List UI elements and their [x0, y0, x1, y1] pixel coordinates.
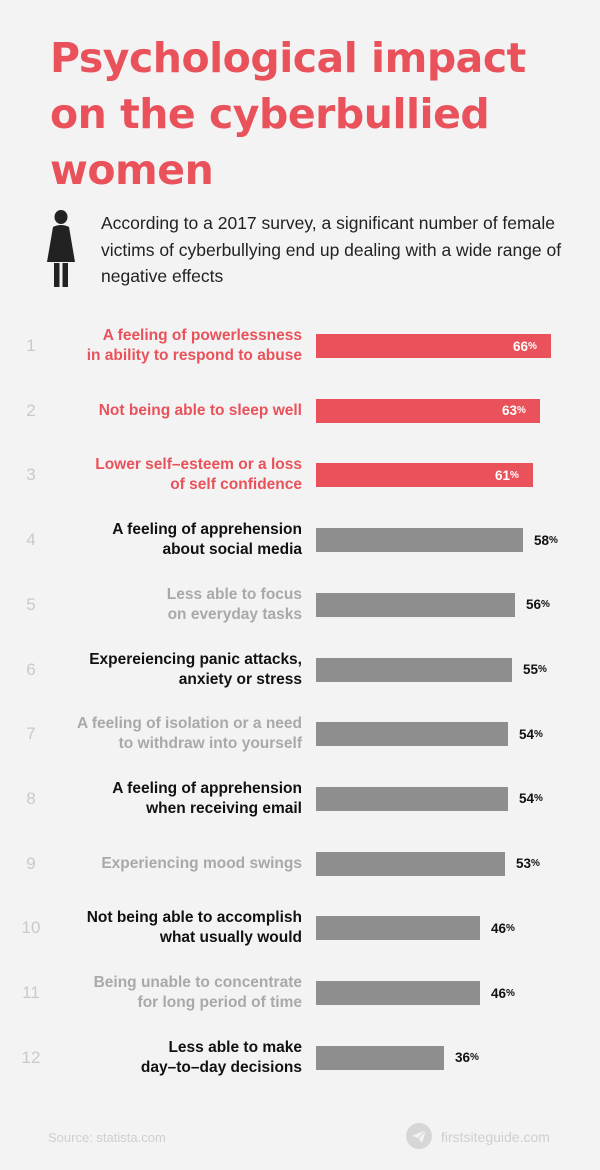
intro-text: According to a 2017 survey, a significan…	[101, 213, 562, 286]
value-label: 54%	[519, 791, 543, 807]
chart-row-4: 4 A feeling of apprehension about social …	[0, 508, 600, 572]
value-label: 46%	[491, 920, 515, 936]
value-label: 36%	[455, 1050, 479, 1066]
rank-number: 12	[21, 1047, 41, 1067]
chart-row-5: 5 Less able to focus on everyday tasks 56%	[0, 573, 600, 637]
chart-title: Psychological impact on the cyberbullied…	[50, 34, 526, 194]
bar	[316, 916, 480, 941]
bar	[316, 463, 533, 488]
bar-label: Experiencing mood swings	[101, 854, 302, 872]
bar-label: Not being able to accomplish what usuall…	[86, 909, 302, 947]
chart-row-12: 12 Less able to make day–to–day decisions…	[0, 1026, 600, 1090]
bar	[316, 851, 505, 876]
bar-label: Lower self–esteem or a loss of self conf…	[95, 456, 302, 494]
rank-number: 7	[26, 724, 36, 744]
bar	[316, 528, 523, 553]
bar-label: A feeling of apprehension when receiving…	[112, 779, 302, 817]
chart-row-8: 8 A feeling of apprehension when receivin…	[0, 767, 600, 831]
value-label: 55%	[523, 662, 547, 677]
source-note: Source: statista.com	[48, 1130, 166, 1145]
rank-number: 10	[21, 918, 41, 938]
rank-number: 2	[26, 400, 36, 420]
woman-figure-icon	[47, 210, 75, 287]
bar	[316, 398, 540, 423]
rank-number: 6	[26, 659, 36, 679]
rank-number: 1	[26, 336, 36, 355]
value-label: 46%	[491, 985, 515, 1001]
chart-row-1: 1 A feeling of powerlessness in ability t…	[0, 314, 600, 378]
bar	[316, 592, 515, 617]
chart-row-7: 7 A feeling of isolation or a need to wit…	[0, 702, 600, 766]
bar-label: Less able to focus on everyday tasks	[166, 585, 302, 623]
rank-number: 11	[22, 983, 40, 1002]
rank-number: 4	[26, 530, 36, 550]
chart-row-6: 6 Expereiencing panic attacks, anxiety or…	[0, 638, 600, 702]
paper-plane-icon	[406, 1123, 432, 1149]
bar-label: Not being able to sleep well	[98, 401, 302, 419]
value-label: 58%	[534, 532, 558, 548]
value-label: 66%	[513, 338, 537, 354]
bar	[316, 334, 551, 358]
chart-row-9: 9 Experiencing mood swings 53%	[0, 832, 600, 896]
bar	[316, 1045, 444, 1070]
bar-label: A feeling of powerlessness in ability to…	[86, 327, 302, 364]
brand-link[interactable]: firstsiteguide.com	[441, 1129, 550, 1145]
bar-label: A feeling of isolation or a need to with…	[76, 715, 302, 753]
bar	[316, 981, 480, 1005]
value-label: 54%	[519, 726, 543, 742]
chart-row-11: 11 Being unable to concentrate for long p…	[0, 961, 600, 1025]
value-label: 56%	[526, 597, 550, 613]
rank-number: 8	[26, 788, 36, 808]
bar-label: Being unable to concentrate for long per…	[93, 974, 302, 1011]
bar	[316, 722, 508, 747]
chart-row-3: 3 Lower self–esteem or a loss of self con…	[0, 443, 600, 507]
bar	[316, 657, 512, 682]
bar-label: A feeling of apprehension about social m…	[112, 521, 302, 559]
value-label: 63%	[502, 403, 526, 419]
rank-number: 3	[26, 465, 36, 485]
rank-number: 9	[26, 853, 36, 873]
value-label: 53%	[516, 856, 540, 872]
bar-label: Less able to make day–to–day decisions	[140, 1038, 302, 1076]
chart-row-10: 10 Not being able to accomplish what usua…	[0, 896, 600, 960]
bar-label: Expereiencing panic attacks, anxiety or …	[89, 650, 302, 688]
bar	[316, 786, 508, 811]
chart-row-2: 2 Not being able to sleep well 63%	[0, 379, 600, 443]
value-label: 61%	[495, 467, 519, 483]
rank-number: 5	[26, 594, 36, 614]
